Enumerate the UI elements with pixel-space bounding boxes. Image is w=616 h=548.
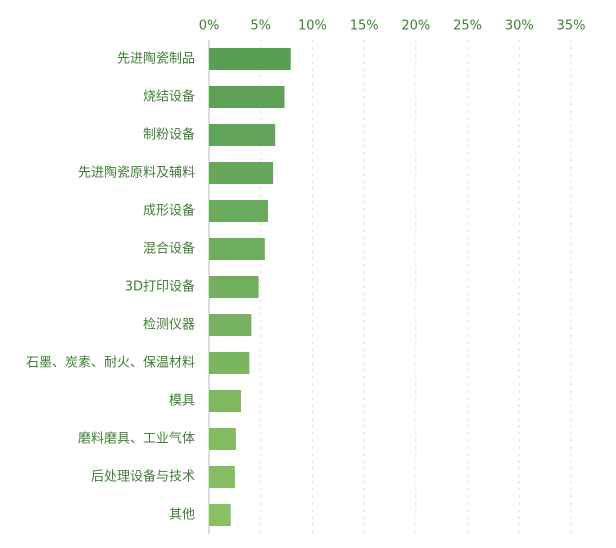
y-tick-label: 烧结设备	[143, 89, 195, 105]
bar	[209, 238, 265, 260]
bar	[209, 48, 291, 70]
y-tick-label: 成形设备	[143, 203, 195, 219]
x-tick-label: 15%	[350, 19, 379, 34]
y-tick-label: 检测仪器	[143, 318, 195, 333]
bar	[209, 352, 250, 374]
bar	[209, 200, 268, 222]
x-tick-label: 20%	[401, 19, 430, 34]
y-tick-label: 其他	[169, 508, 195, 523]
y-tick-label: 先进陶瓷制品	[117, 51, 195, 67]
x-tick-label: 35%	[557, 19, 586, 34]
bar	[209, 504, 231, 526]
y-tick-label: 先进陶瓷原料及辅料	[78, 165, 195, 181]
y-tick-label: 磨料磨具、工业气体	[78, 431, 195, 447]
y-tick-label: 制粉设备	[143, 127, 195, 143]
y-tick-label: 石墨、炭素、耐火、保温材料	[26, 356, 195, 371]
bar	[209, 124, 276, 146]
x-tick-label: 10%	[298, 19, 327, 34]
bar	[209, 466, 235, 488]
bar	[209, 428, 236, 450]
y-tick-label: 模具	[169, 394, 195, 409]
bar	[209, 162, 274, 184]
x-tick-label: 0%	[199, 19, 220, 34]
x-tick-label: 5%	[250, 19, 271, 34]
x-tick-label: 25%	[453, 19, 482, 34]
bar	[209, 86, 285, 108]
x-tick-label: 30%	[505, 19, 534, 34]
bar	[209, 276, 259, 298]
y-tick-label: 3D打印设备	[125, 279, 195, 295]
bar	[209, 390, 242, 412]
bar	[209, 314, 252, 336]
y-tick-label: 混合设备	[143, 241, 195, 257]
y-tick-label: 后处理设备与技术	[91, 469, 195, 485]
